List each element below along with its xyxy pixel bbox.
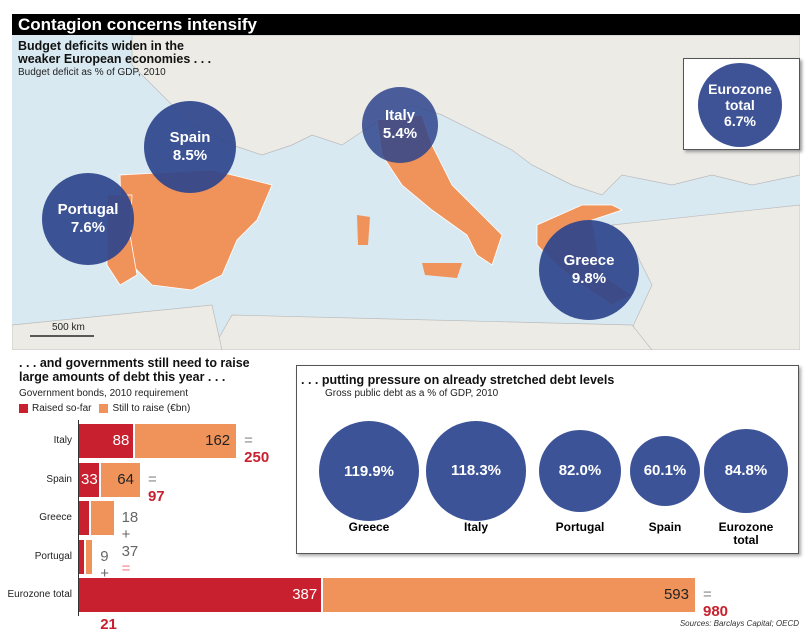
deficit-value: 5.4%	[382, 125, 418, 142]
bars-legend: Raised so-far Still to raise (€bn)	[19, 403, 190, 414]
country-name: Greece	[563, 252, 615, 269]
bar-raised	[79, 540, 84, 574]
sicily-shape	[422, 263, 462, 278]
deficit-value: 8.5%	[172, 147, 208, 164]
debt-bubble: 118.3%	[426, 421, 526, 521]
country-name: Italy	[384, 107, 415, 124]
debt-panel: . . . putting pressure on already stretc…	[296, 365, 799, 554]
country-name: Spain	[169, 129, 211, 146]
land-north	[131, 35, 800, 196]
map-subtitle: Budget deficit as % of GDP, 2010	[18, 67, 166, 78]
bar-raised-value: 33	[81, 471, 98, 488]
bar-still	[85, 540, 93, 574]
bars-title-line1: . . . and governments still need to rais…	[19, 356, 250, 370]
debt-country-label: Eurozone total	[701, 521, 791, 547]
deficit-value: 6.7%	[724, 113, 756, 129]
infographic-title: Contagion concerns intensify	[12, 14, 800, 35]
debt-country-label-part: Portugal	[555, 520, 605, 534]
deficit-bubble-italy: Italy 5.4%	[362, 87, 438, 163]
bar-category-label: Spain	[46, 474, 72, 485]
debt-country-label-part: Italy	[463, 520, 488, 534]
equals-sign: =	[121, 560, 131, 577]
debt-bubble: 84.8%	[703, 428, 789, 514]
legend-raised: Raised so-far	[32, 403, 92, 414]
bar-still	[91, 501, 114, 535]
bar-still: 593	[323, 578, 695, 612]
sardinia-shape	[357, 215, 370, 245]
map-heading-line1: Budget deficits widen in the	[18, 39, 184, 53]
debt-country-label: Portugal	[535, 521, 625, 534]
debt-country-label-part: total	[733, 533, 759, 547]
bar-raised-value: 387	[292, 586, 318, 603]
country-name: Portugal	[57, 201, 119, 218]
debt-value: 82.0%	[558, 462, 602, 480]
bar-raised: 387	[79, 578, 322, 612]
debt-bubble: 82.0%	[538, 429, 622, 513]
europe-map	[12, 35, 800, 350]
bar-category-label: Italy	[53, 435, 72, 446]
bars-axis	[78, 420, 79, 616]
debt-bubble: 119.9%	[319, 421, 419, 521]
bar-total-value: 250	[244, 449, 270, 466]
deficit-value: 9.8%	[571, 270, 607, 287]
debt-country-label: Greece	[324, 521, 414, 534]
debt-subtitle: Gross public debt as a % of GDP, 2010	[325, 388, 499, 399]
bar-total-value: 980	[703, 603, 729, 620]
scale-label: 500 km	[52, 322, 85, 333]
bar-total-value: 21	[100, 616, 117, 633]
bar-total: = 97	[148, 471, 165, 505]
bar-still: 162	[135, 424, 237, 458]
eurozone-label: Eurozone	[708, 81, 772, 97]
equals-sign: =	[703, 586, 712, 603]
bar-still-value: 64	[117, 471, 134, 488]
bar-category-label: Portugal	[34, 551, 72, 562]
debt-country-label-part: Eurozone	[718, 520, 774, 534]
bar-category-label: Eurozone total	[7, 589, 73, 600]
debt-value: 119.9%	[343, 462, 395, 480]
bar-category-label: Greece	[39, 512, 72, 523]
debt-title: . . . putting pressure on already stretc…	[301, 373, 615, 387]
debt-value: 60.1%	[643, 462, 687, 480]
source-note: Sources: Barclays Capital; OECD	[679, 619, 799, 628]
bar-raised: 33	[79, 463, 99, 497]
bar-still-value: 593	[663, 586, 689, 603]
legend-still: Still to raise (€bn)	[112, 403, 191, 414]
deficit-bubble-portugal: Portugal 7.6%	[42, 173, 134, 265]
debt-bubble: 60.1%	[629, 435, 701, 507]
bar-still: 64	[100, 463, 140, 497]
bar-raised-value: 88	[112, 432, 130, 449]
debt-value: 84.8%	[724, 462, 768, 480]
deficit-value: 7.6%	[70, 219, 106, 236]
debt-country-label: Italy	[431, 521, 521, 534]
bars-subtitle: Government bonds, 2010 requirement	[19, 388, 188, 399]
deficit-bubble-eurozone: Eurozone total 6.7%	[698, 63, 782, 147]
eurozone-box: Eurozone total 6.7%	[683, 58, 800, 150]
deficit-bubble-spain: Spain 8.5%	[144, 101, 236, 193]
bar-total: = 980	[703, 586, 728, 620]
debt-country-label: Spain	[620, 521, 710, 534]
equals-sign: =	[244, 432, 253, 449]
deficit-bubble-greece: Greece 9.8%	[539, 220, 639, 320]
bar-sum-expression: 18 + 37	[121, 509, 139, 560]
debt-country-label-part: Spain	[648, 520, 682, 534]
bar-total-value: 97	[147, 488, 165, 505]
debt-value: 118.3%	[450, 462, 502, 480]
legend-swatch-raised	[19, 404, 28, 413]
bar-raised: 88	[79, 424, 134, 458]
debt-country-label-part: Greece	[348, 520, 390, 534]
eurozone-label: total	[725, 97, 755, 113]
bars-title-line2: large amounts of debt this year . . .	[19, 370, 226, 384]
bar-total: = 250	[244, 432, 269, 466]
bar-still-value: 162	[205, 432, 231, 449]
land-morocco	[12, 304, 223, 350]
bar-raised	[79, 501, 90, 535]
map-heading-line2: weaker European economies . . .	[18, 52, 212, 66]
legend-swatch-still	[99, 404, 109, 413]
equals-sign: =	[147, 471, 157, 488]
